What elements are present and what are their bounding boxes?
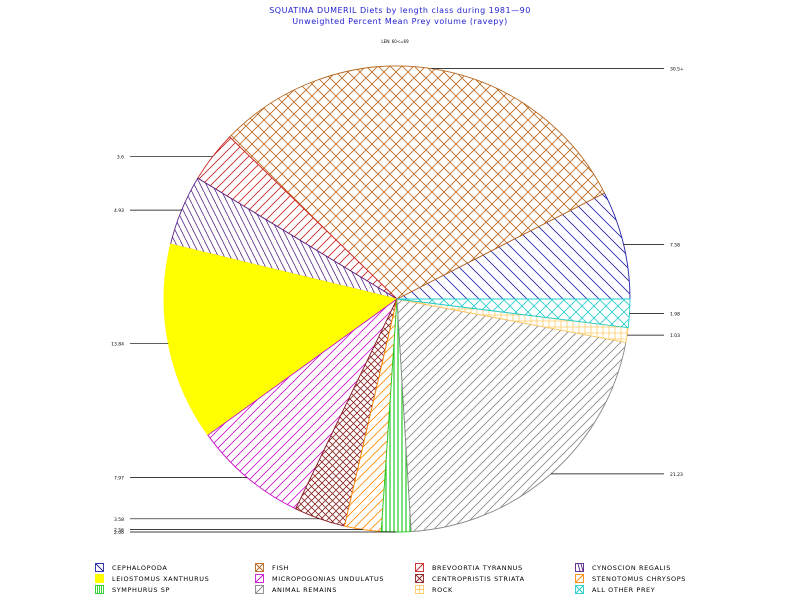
legend-swatch (575, 574, 584, 583)
slice-leader-lines (130, 68, 664, 533)
pie-slice-animal-remains (396, 298, 627, 533)
legend-swatch (415, 585, 424, 594)
legend-swatch (95, 574, 104, 583)
value-label-cynoscion-regalis: 4.93 (114, 208, 124, 214)
legend-label: ROCK (432, 586, 453, 594)
value-label-stenotomus-chrysops: 2.56 (114, 527, 124, 533)
legend-label: SYMPHURUS SP (112, 586, 170, 594)
slice-value-labels: 7.58 30.5+ 3.6 4.93 13.84 7.97 3.58 2.562.06 21.… (111, 67, 684, 536)
legend-label: STENOTOMUS CHRYSOPS (592, 575, 687, 583)
legend-swatch (255, 574, 264, 583)
legend-label: BREVOORTIA TYRANNUS (432, 564, 523, 572)
pie-slice-fish (228, 65, 606, 300)
legend-swatch (415, 574, 424, 583)
legend-swatch (575, 585, 584, 594)
value-label-fish: 30.5+ (670, 67, 684, 73)
pie-slice-cephalopoda (396, 192, 631, 300)
chart-legend: CEPHALOPODA FISH BREVOORTIA TYRANNUS CYNOSC… (0, 563, 800, 599)
chart-subtitle: Unweighted Percent Mean Prey volume (rav… (292, 17, 508, 26)
chart-title: SQUATINA DUMERIL Diets by length class d… (269, 6, 531, 15)
legend-label: ALL OTHER PREY (592, 586, 656, 594)
value-label-animal-remains: 21.23 (670, 472, 683, 478)
legend-swatch (95, 585, 104, 594)
legend-label: FISH (272, 564, 290, 572)
value-label-all-other-prey: 1.98 (670, 311, 680, 317)
pie-slices (163, 65, 631, 533)
value-label-cephalopoda: 7.58 (670, 242, 680, 248)
legend-swatch (95, 563, 104, 572)
value-label-brevoortia-tyrannus: 3.6 (117, 155, 124, 161)
value-label-micropogonias-undulatus: 7.97 (114, 475, 124, 481)
value-label-rock: 1.03 (670, 333, 680, 339)
subset-label: LEN: 60<=69 (381, 39, 409, 44)
legend-label: CENTROPRISTIS STRIATA (432, 575, 525, 583)
legend-swatch (255, 585, 264, 594)
legend-label: MICROPOGONIAS UNDULATUS (272, 575, 385, 583)
legend-label: ANIMAL REMAINS (272, 586, 337, 594)
legend-label: LEIOSTOMUS XANTHURUS (112, 575, 210, 583)
pie-slice-all-other-prey (396, 298, 631, 329)
legend-swatch (415, 563, 424, 572)
legend-swatch (255, 563, 264, 572)
value-label-centropristis-striata: 3.58 (114, 517, 124, 523)
value-label-leiostomus-xanthurus: 13.84 (111, 342, 124, 348)
legend-label: CYNOSCION REGALIS (592, 564, 671, 572)
pie-slice-leiostomus-xanthurus (163, 243, 399, 436)
value-label-symphurus-sp: 2.06 (114, 530, 124, 536)
legend-label: CEPHALOPODA (112, 564, 168, 572)
legend-swatch (575, 563, 584, 572)
